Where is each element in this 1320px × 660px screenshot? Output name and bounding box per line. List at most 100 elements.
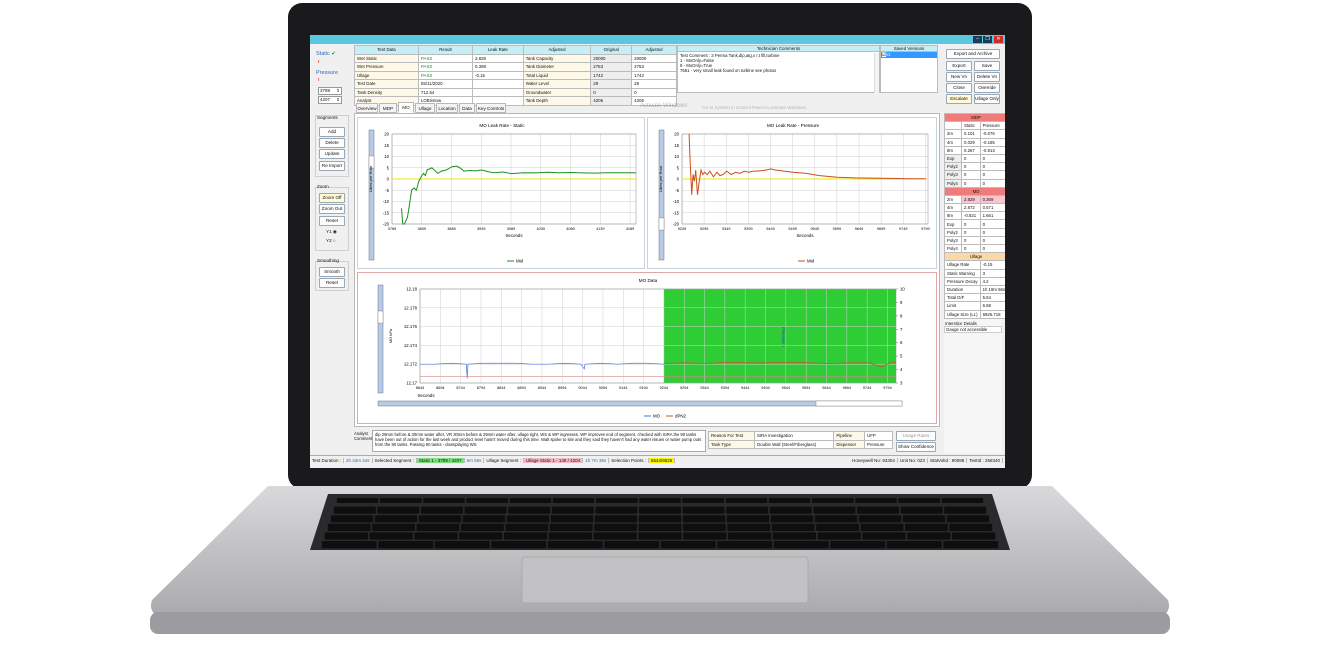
saved-versions-list: Saved Versions ☑v1 [880,45,938,93]
version-label: v1 [885,52,891,57]
tab-mdp[interactable]: MDP [379,103,397,113]
keyboard-key [862,532,906,540]
keyboard-key [768,498,811,503]
vertical-zoom-scrollbar[interactable] [658,129,665,261]
ullage-only-button[interactable]: Ullage Only [974,94,1000,104]
stats-cell: Ullage Rate [944,260,981,270]
summary-row: Wet Pressure PASS 0.369 Tank Diameter 2753 27… [354,62,677,72]
keyboard-key [380,498,422,503]
scrollbar-thumb[interactable] [377,310,384,324]
stats-cell: 0.369 [979,194,1005,205]
stats-cell: Poly3 [944,170,962,180]
test-id: TestId : 258340 [967,458,1003,463]
keyboard-key [509,498,552,503]
trackpad[interactable] [521,556,809,604]
close-window-button[interactable]: ✕ [994,36,1003,43]
stats-cell: Exp [944,219,962,229]
summary-cell: Groundwater [522,87,592,97]
chart-static-panel: MO Leak Rate - Static 20 15 10 5 0 -5 -10 -15 -20… [357,117,645,269]
tab-mo[interactable]: MO [398,102,414,113]
status-bar: Test Duration :2h 43m 44s Selected Segmen… [310,455,1005,466]
mo-row: 8m -0.821 1.661 [944,211,1005,221]
export-archive-button[interactable]: Export and Archive [946,49,1000,59]
escalate-button[interactable]: Escalate [946,94,972,104]
summary-row: Analyst LOBristow Tank Depth 4206 4206 [354,96,677,106]
vertical-zoom-scrollbar[interactable] [368,129,375,261]
zoom-reset-button[interactable]: Reset [319,216,345,226]
tab-location[interactable]: Location [436,103,458,113]
technician-comments[interactable]: Technician Comments Test Comment : 3 Per… [677,45,880,93]
override-button[interactable]: Override [974,83,1000,93]
app-window: – ❐ ✕ Static ✔ ! Pressure ! 3789 ⇕ 4207 ⇕ … [310,35,1005,468]
export-button[interactable]: Export [946,61,972,71]
stats-cell: Pressure Decay [944,276,981,286]
spinner-arrows-icon[interactable]: ⇕ [336,97,340,102]
stats-cell: -0.15 [979,260,1005,270]
scrollbar-thumb[interactable] [815,400,903,407]
y-tick-label: -5 [675,188,679,193]
scrollbar-thumb[interactable] [368,155,375,169]
y1-radio[interactable]: Y1 ◉ [326,229,337,235]
zoom-group [315,187,349,251]
version-item[interactable]: ☑v1 [881,52,937,58]
analyst-comment-label: Analyst Comment [354,431,373,441]
x-tick-label: 9299 [700,227,708,231]
new-version-button[interactable]: New Vn [946,72,972,82]
stats-cell: 0 [961,170,981,180]
comment-line: Test Comment : 3 Perma Tank,dip,atg,v r,… [680,53,780,58]
spinner-arrows-icon[interactable]: ⇕ [336,88,340,93]
smooth-button[interactable]: Smooth [319,267,345,277]
comment-line: 7551 - very small leak found on turbine … [680,68,777,73]
save-button[interactable]: Save [974,61,1000,71]
keyboard-key [333,506,376,514]
keyboard-key [418,515,462,523]
test-duration-label: Test Duration : [310,458,345,463]
y2-radio[interactable]: Y2 ○ [326,238,336,243]
keyboard-key [726,506,769,514]
usage-rates-button[interactable]: Usage Rates [896,431,936,441]
analyst-comment-input[interactable]: dip 29mm before & 30mm water after, VR 3… [372,430,706,452]
x-tick-label: 8994 [558,386,566,390]
col-test-data: Test Data [354,45,419,55]
stats-cell: Pressure [979,121,1005,131]
zoom-out-button[interactable]: Zoom Out [319,204,345,214]
x-tick-label: 9394 [721,386,729,390]
add-segment-button[interactable]: Add [319,127,345,137]
tab-key-controls[interactable]: Key Controls [476,103,506,113]
x-tick-label: 3989 [507,227,515,231]
comments-scrollbar[interactable] [874,53,879,93]
y-tick-label: -20 [673,222,680,227]
smoothing-reset-button[interactable]: Reset [319,278,345,288]
show-confidence-button[interactable]: Show Confidence [896,442,936,452]
x-tick-label: 3889 [447,227,455,231]
close-button[interactable]: Close [946,83,972,93]
y1-label: Y1 [326,229,332,234]
end-spinner[interactable]: 4207 ⇕ [318,96,342,104]
summary-cell: Total Liquid [522,70,592,80]
zoom-off-button[interactable]: Zoom Off [319,193,345,203]
tab-ullage[interactable]: Ullage [415,103,435,113]
keyboard-key [461,523,504,531]
y-tick-label: 15 [384,143,389,148]
start-spinner[interactable]: 3789 ⇕ [318,87,342,95]
tab-data[interactable]: Data [459,103,475,113]
reimport-button[interactable]: Re Import [319,161,345,171]
scrollbar-thumb[interactable] [658,217,665,231]
series-line-mo [420,362,664,379]
tab-overview[interactable]: Overview [356,103,378,113]
x-tick-label: 8694 [436,386,444,390]
activation-watermark-text: Go to System in Control Panel to activat… [702,104,808,110]
delete-segment-button[interactable]: Delete [319,138,345,148]
delete-version-button[interactable]: Delete Vn [974,72,1000,82]
mdp-row: Exp 0 0 [944,153,1005,164]
summary-cell: PASS [417,62,473,72]
chart-title: MO Data [639,278,658,283]
vertical-zoom-scrollbar[interactable] [377,284,384,394]
y-tick-label: -20 [383,222,390,227]
keyboard-key [728,532,772,540]
keyboard-key [772,532,816,540]
minimize-button[interactable]: – [973,36,982,43]
restore-button[interactable]: ❐ [983,36,992,43]
update-segment-button[interactable]: Update [319,149,345,159]
checkbox-checked-icon[interactable]: ☑ [882,52,886,57]
